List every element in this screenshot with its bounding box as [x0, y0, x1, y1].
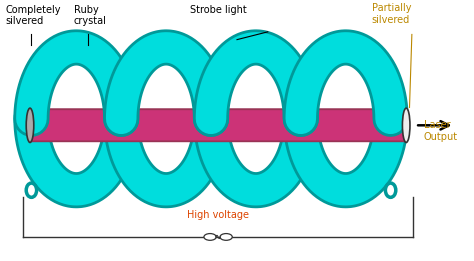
- Text: Partially
silvered: Partially silvered: [372, 3, 411, 25]
- Circle shape: [220, 234, 232, 240]
- FancyBboxPatch shape: [29, 109, 407, 141]
- Text: Strobe light: Strobe light: [190, 5, 246, 15]
- Ellipse shape: [402, 108, 410, 143]
- Ellipse shape: [385, 183, 396, 197]
- Circle shape: [204, 234, 216, 240]
- Ellipse shape: [26, 183, 36, 197]
- Ellipse shape: [26, 108, 34, 143]
- Text: Completely
silvered: Completely silvered: [5, 5, 61, 26]
- FancyBboxPatch shape: [29, 109, 407, 141]
- Text: Ruby
crystal: Ruby crystal: [74, 5, 107, 26]
- Text: Laser
Output: Laser Output: [424, 120, 458, 142]
- Text: High voltage: High voltage: [187, 210, 249, 220]
